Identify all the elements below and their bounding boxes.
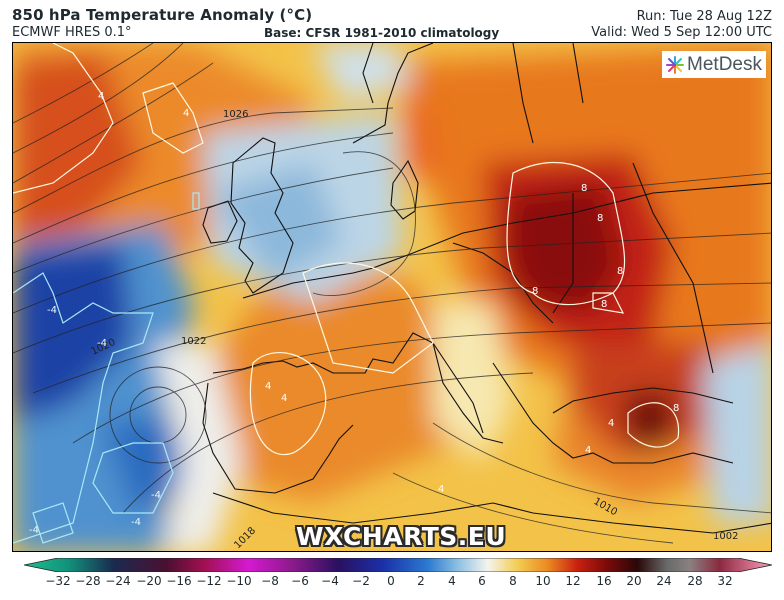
tick-label: 16 [596,574,612,588]
negative-anomaly-contours [13,192,200,544]
tick-label: 20 [626,574,642,588]
svg-text:-4: -4 [151,490,161,501]
tick-label: 10 [535,574,551,588]
tick-label: −8 [261,574,279,588]
svg-text:8: 8 [532,286,538,297]
svg-text:8: 8 [597,213,603,224]
svg-text:4: 4 [608,418,614,429]
tick-label: −16 [166,574,192,588]
tick-label: 0 [387,574,395,588]
svg-text:4: 4 [183,108,189,119]
svg-text:4: 4 [585,445,591,456]
svg-text:1002: 1002 [713,531,738,542]
run-time-label: Run: Tue 28 Aug 12Z [636,9,772,24]
svg-text:-4: -4 [29,525,39,536]
tick-label: −28 [75,574,101,588]
tick-label: 2 [417,574,425,588]
tick-label: −32 [45,574,71,588]
svg-text:-4: -4 [131,517,141,528]
wxcharts-watermark: WXCHARTS.EU [296,522,507,551]
colorbar [24,558,772,572]
svg-text:8: 8 [581,183,587,194]
tick-label: 4 [448,574,456,588]
tick-label: −10 [226,574,252,588]
climatology-base-label: Base: CFSR 1981-2010 climatology [264,26,500,40]
logo-text: MetDesk [687,53,762,75]
metdesk-logo[interactable]: MetDesk [662,51,766,78]
model-label: ECMWF HRES 0.1° [12,25,132,40]
valid-time-label: Valid: Wed 5 Sep 12:00 UTC [591,25,772,40]
svg-text:4: 4 [98,91,104,102]
svg-text:-4: -4 [47,305,57,316]
map-canvas: 1026 1022 1020 1018 1010 1002 4 4 -4 -4 … [13,43,771,551]
svg-text:4: 4 [438,484,444,495]
tick-label: 8 [509,574,517,588]
svg-text:8: 8 [617,266,623,277]
svg-text:-4: -4 [97,338,107,349]
anomaly-labels: 4 4 -4 -4 -4 -4 -4 8 8 8 8 8 8 4 4 4 4 4 [29,91,679,536]
anomaly-contours [13,43,680,456]
tick-label: 28 [687,574,703,588]
tick-label: −24 [105,574,131,588]
tick-label: 24 [656,574,672,588]
svg-text:4: 4 [265,381,271,392]
svg-text:1026: 1026 [223,109,248,120]
anomaly-map[interactable]: 1026 1022 1020 1018 1010 1002 4 4 -4 -4 … [12,42,772,552]
svg-text:1022: 1022 [181,336,206,347]
tick-label: −2 [352,574,370,588]
starburst-icon [666,55,685,74]
tick-label: −4 [321,574,339,588]
chart-title: 850 hPa Temperature Anomaly (°C) [12,6,313,24]
tick-label: 12 [565,574,581,588]
coastlines [202,43,771,534]
tick-label: −20 [136,574,162,588]
colorbar-tick-labels: −32 −28 −24 −20 −16 −12 −10 −8 −6 −4 −2 … [0,574,784,590]
svg-text:8: 8 [673,403,679,414]
tick-label: 32 [717,574,733,588]
svg-text:4: 4 [281,393,287,404]
tick-label: −6 [291,574,309,588]
tick-label: −12 [196,574,222,588]
tick-label: 6 [478,574,486,588]
svg-text:8: 8 [601,299,607,310]
isobars [13,43,771,544]
